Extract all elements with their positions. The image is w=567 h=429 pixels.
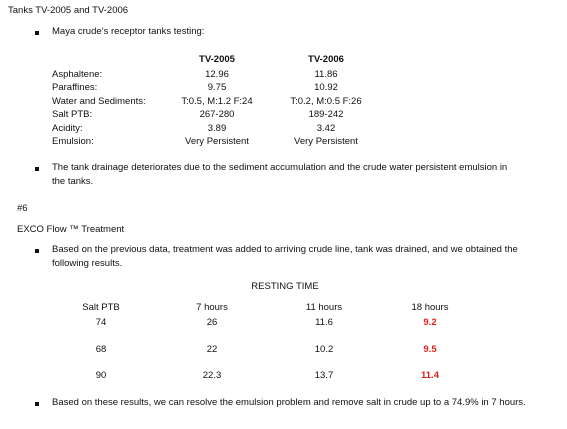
- results-cell: 22.3: [202, 370, 222, 381]
- results-cell: 26: [206, 317, 218, 328]
- tanks-cell: 12.96: [205, 69, 229, 80]
- bullet-text-receptor-testing: Maya crude’s receptor tanks testing:: [52, 26, 205, 37]
- results-cell: 74: [95, 317, 107, 328]
- tanks-cell: 11.86: [314, 69, 338, 80]
- results-col-header: Salt PTB: [82, 302, 120, 313]
- tanks-row-label: Paraffines:: [52, 82, 98, 93]
- section-number: #6: [17, 203, 28, 214]
- tanks-col-header: TV-2005: [199, 54, 235, 65]
- tanks-row-label: Emulsion:: [52, 136, 94, 147]
- bullet-text-treatment: Based on the previous data, treatment wa…: [52, 244, 518, 255]
- bullet-text-conclusion: Based on these results, we can resolve t…: [52, 397, 526, 408]
- results-cell-highlight: 9.5: [423, 344, 437, 355]
- results-cell-highlight: 11.4: [421, 370, 439, 381]
- results-col-header: 18 hours: [411, 302, 449, 313]
- tanks-cell: T:0.5, M:1.2 F:24: [181, 96, 253, 107]
- bullet-text-drainage: The tank drainage deteriorates due to th…: [52, 162, 508, 173]
- results-group-header: RESTING TIME: [251, 281, 319, 292]
- results-col-header: 11 hours: [305, 302, 343, 313]
- tanks-row-label: Asphaltene:: [52, 69, 103, 80]
- results-cell: 13.7: [314, 370, 334, 381]
- bullet-marker: [35, 167, 39, 171]
- tanks-cell: 267-280: [199, 109, 235, 120]
- treatment-title: EXCO Flow ™ Treatment: [17, 224, 125, 235]
- results-cell: 22: [206, 344, 218, 355]
- tanks-row-label: Salt PTB:: [52, 109, 93, 120]
- results-cell: 68: [95, 344, 107, 355]
- tanks-cell: T:0.2, M:0.5 F:26: [290, 96, 362, 107]
- results-col-header: 7 hours: [196, 302, 228, 313]
- bullet-text-drainage-cont: the tanks.: [52, 176, 94, 187]
- tanks-cell: 10.92: [314, 82, 338, 93]
- bullet-marker: [35, 249, 39, 253]
- results-cell: 90: [95, 370, 107, 381]
- page-heading: Tanks TV-2005 and TV-2006: [8, 5, 129, 16]
- tanks-col-header: TV-2006: [308, 54, 344, 65]
- tanks-row-label: Water and Sediments:: [52, 96, 146, 107]
- tanks-cell: 3.42: [316, 123, 336, 134]
- results-cell-highlight: 9.2: [423, 317, 437, 328]
- bullet-marker: [35, 31, 39, 35]
- tanks-cell: 3.89: [207, 123, 227, 134]
- results-cell: 11.6: [315, 317, 333, 328]
- bullet-text-treatment-cont: following results.: [52, 258, 123, 269]
- tanks-cell: Very Persistent: [294, 136, 358, 147]
- bullet-marker: [35, 402, 39, 406]
- tanks-cell: 189-242: [308, 109, 344, 120]
- tanks-cell: 9.75: [207, 82, 227, 93]
- results-cell: 10.2: [314, 344, 334, 355]
- tanks-cell: Very Persistent: [185, 136, 249, 147]
- tanks-row-label: Acidity:: [52, 123, 83, 134]
